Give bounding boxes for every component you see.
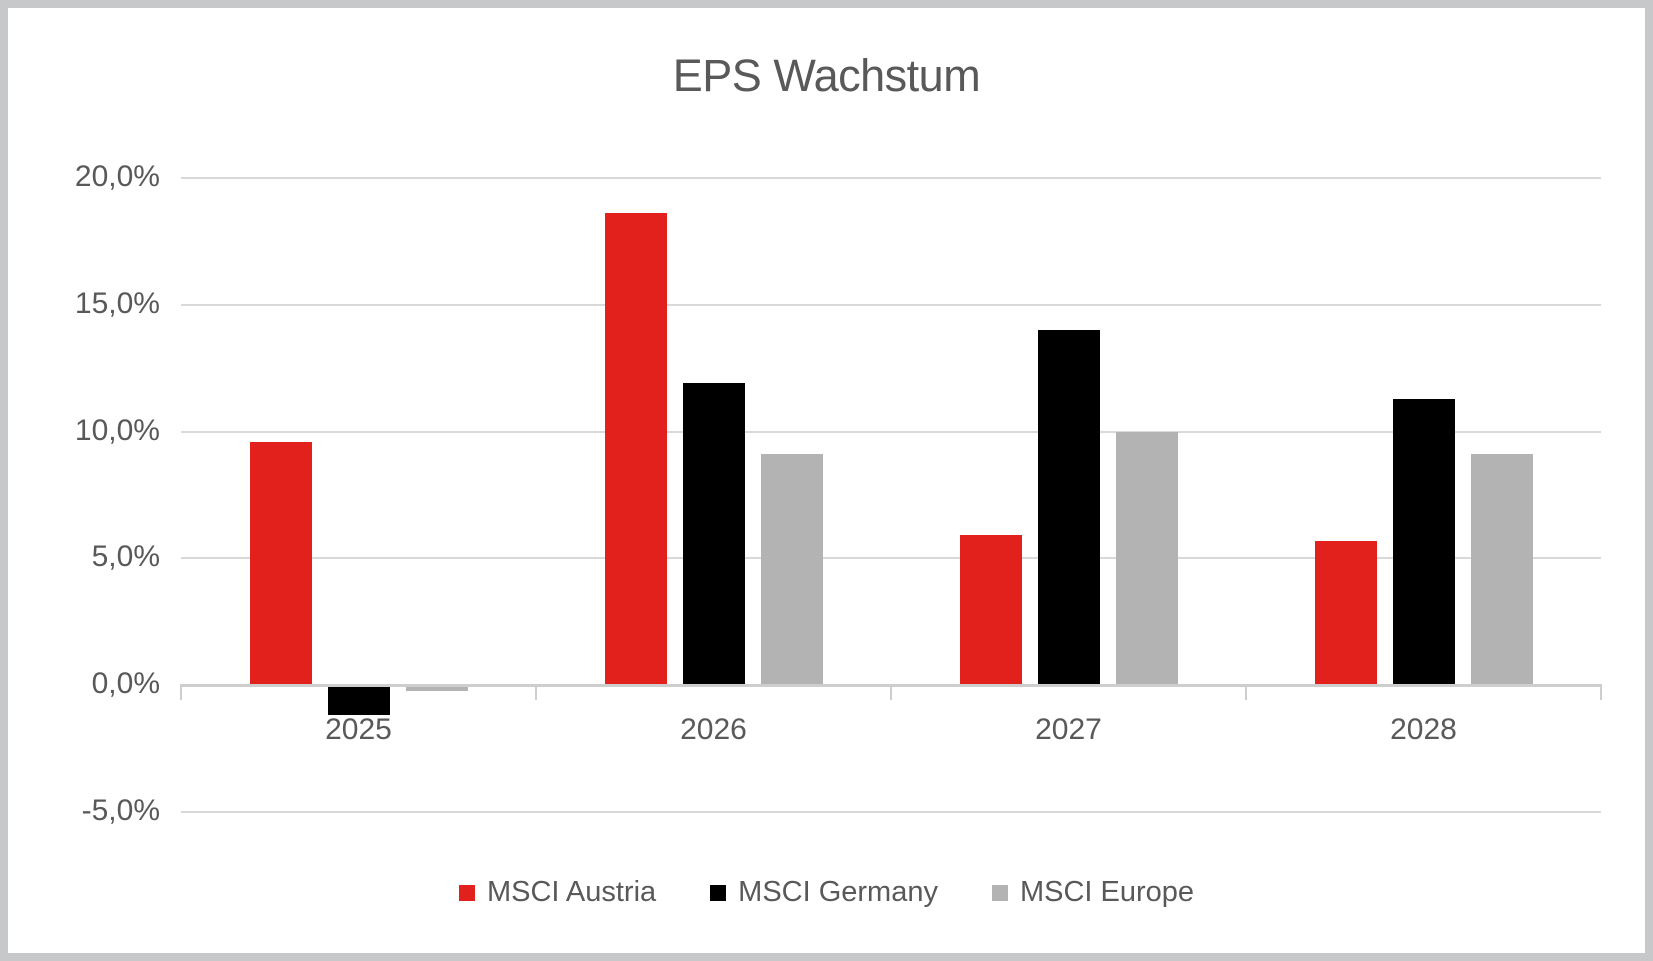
- legend-item-msci-germany: MSCI Germany: [710, 876, 938, 909]
- bar-msci-austria-2027: [959, 535, 1022, 685]
- x-axis-tick: [1245, 684, 1247, 700]
- y-axis-label: 5,0%: [91, 540, 160, 574]
- legend-swatch-msci-europe: [991, 884, 1008, 901]
- gridline-5-0-: [181, 557, 1601, 560]
- legend: MSCI Austria MSCI Germany MSCI Europe: [8, 876, 1645, 909]
- x-axis-label-2026: 2026: [680, 713, 747, 746]
- legend-item-msci-austria: MSCI Austria: [458, 876, 657, 909]
- bar-msci-austria-2025: [249, 441, 312, 685]
- bar-msci-austria-2028: [1314, 540, 1377, 685]
- bar-msci-europe-2026: [760, 454, 823, 685]
- legend-item-msci-europe: MSCI Europe: [991, 876, 1195, 909]
- bar-msci-europe-2025: [405, 685, 468, 692]
- x-axis-label-2027: 2027: [1035, 713, 1102, 746]
- x-axis-tick: [1600, 684, 1602, 700]
- gridline-10-0-: [181, 430, 1601, 433]
- chart-title: EPS Wachstum: [672, 50, 981, 101]
- y-axis-label: 0,0%: [91, 667, 160, 700]
- bar-msci-austria-2026: [604, 213, 667, 685]
- bar-msci-europe-2028: [1470, 454, 1533, 685]
- bar-msci-germany-2028: [1392, 398, 1455, 685]
- legend-label: MSCI Germany: [738, 876, 938, 908]
- legend-swatch-msci-germany: [710, 884, 727, 901]
- plot-area: 20,0% 15,0% 10,0% 5,0% 0,0% -5,0% 2025 2026 2027…: [8, 8, 1645, 953]
- x-axis-label-2028: 2028: [1390, 713, 1457, 746]
- y-axis-label: -5,0%: [81, 793, 160, 827]
- x-axis-tick: [890, 684, 892, 700]
- bar-msci-germany-2025: [327, 685, 390, 716]
- x-axis-tick: [180, 684, 182, 700]
- legend-label: MSCI Europe: [1019, 876, 1195, 908]
- y-axis-label: 20,0%: [74, 160, 160, 193]
- bar-msci-germany-2026: [682, 383, 745, 685]
- y-axis-label: 15,0%: [74, 286, 160, 320]
- bar-msci-europe-2027: [1115, 431, 1178, 685]
- gridline-20-0-: [181, 177, 1601, 179]
- legend-label: MSCI Austria: [486, 876, 657, 908]
- x-axis-label-2025: 2025: [325, 713, 392, 746]
- gridline--5-0-: [181, 810, 1601, 813]
- bar-msci-germany-2027: [1037, 330, 1100, 685]
- gridline-15-0-: [181, 303, 1601, 306]
- legend-swatch-msci-austria: [458, 884, 475, 901]
- y-axis-label: 10,0%: [74, 413, 160, 447]
- x-axis-tick: [535, 684, 537, 700]
